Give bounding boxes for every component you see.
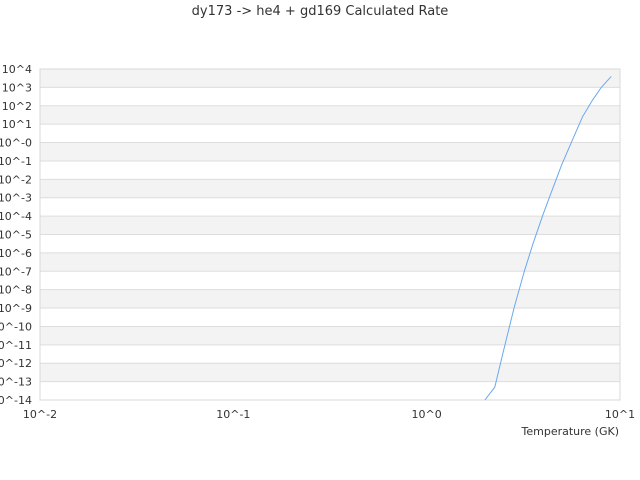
chart-title: dy173 -> he4 + gd169 Calculated Rate	[191, 4, 449, 19]
grid-band	[40, 252, 620, 272]
y-tick-label: 10^-3	[0, 192, 32, 205]
x-axis-label: Temperature (GK)	[521, 425, 620, 438]
y-tick-label: 10^-11	[0, 339, 32, 352]
y-tick-label: 10^2	[2, 100, 32, 113]
grid-band	[40, 197, 620, 217]
y-tick-label: 10^-5	[0, 229, 32, 242]
grid-band	[40, 69, 620, 88]
y-tick-label: 10^-6	[0, 247, 32, 260]
x-tick-label: 10^0	[412, 408, 442, 421]
grid-band	[40, 308, 620, 327]
y-tick-label: 10^-12	[0, 357, 32, 370]
y-tick-label: 10^4	[2, 63, 32, 76]
y-tick-label: 10^1	[2, 118, 32, 131]
grid-band	[40, 160, 620, 180]
grid-band	[40, 87, 620, 106]
y-tick-label: 10^-4	[0, 210, 32, 223]
grid-band	[40, 124, 620, 143]
y-tick-label: 10^-1	[0, 155, 32, 168]
grid-band	[40, 179, 620, 198]
series-line	[484, 76, 612, 401]
grid-band	[40, 234, 620, 253]
y-tick-label: 10^-0	[0, 137, 32, 150]
grid-band	[40, 363, 620, 382]
grid-band	[40, 289, 620, 309]
y-tick-label: 10^-8	[0, 284, 32, 297]
y-tick-label: 10^-9	[0, 302, 32, 315]
grid-band	[40, 326, 620, 345]
grid-band	[40, 344, 620, 364]
grid-band	[40, 216, 620, 235]
y-tick-label: 10^3	[2, 81, 32, 94]
grid-band	[40, 381, 620, 400]
grid-band	[40, 142, 620, 161]
y-tick-label: 10^-13	[0, 376, 32, 389]
y-tick-label: 10^-14	[0, 394, 32, 407]
x-tick-label: 10^-1	[216, 408, 250, 421]
y-tick-label: 10^-2	[0, 173, 32, 186]
plot-frame	[39, 68, 621, 401]
grid-band	[40, 105, 620, 125]
grid-band	[40, 271, 620, 290]
x-tick-label: 10^-2	[23, 408, 57, 421]
y-tick-label: 10^-10	[0, 320, 32, 333]
x-tick-label: 10^1	[605, 408, 635, 421]
y-tick-label: 10^-7	[0, 265, 32, 278]
